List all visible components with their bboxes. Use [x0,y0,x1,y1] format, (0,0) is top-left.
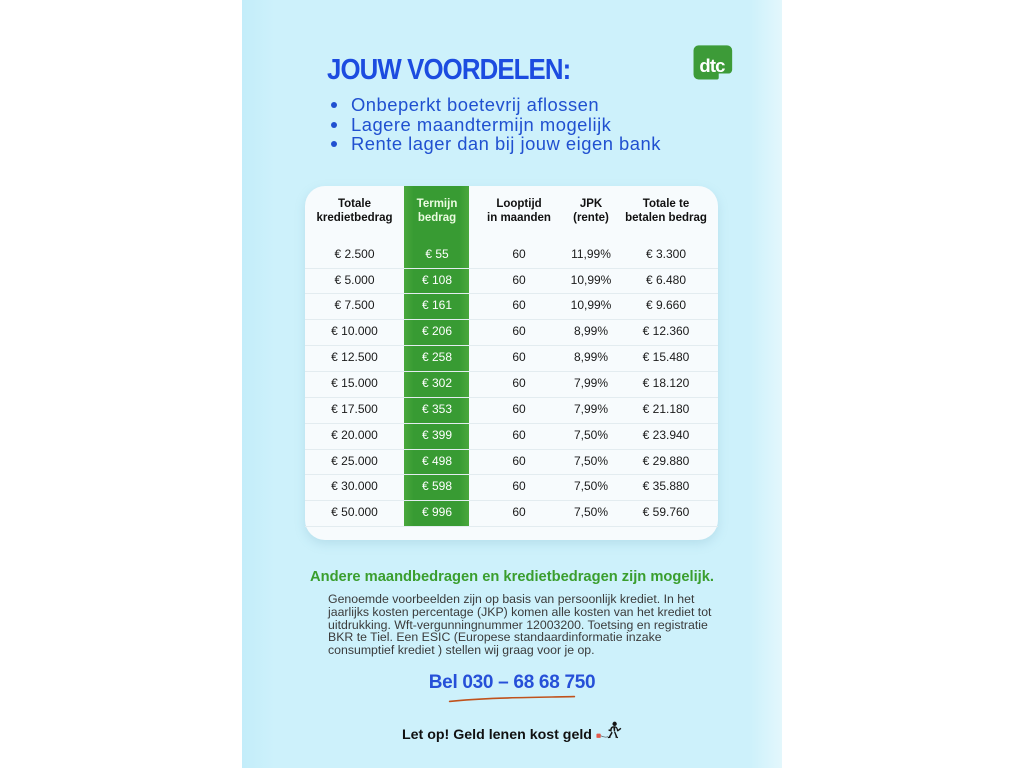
svg-text:dtc: dtc [699,55,725,76]
